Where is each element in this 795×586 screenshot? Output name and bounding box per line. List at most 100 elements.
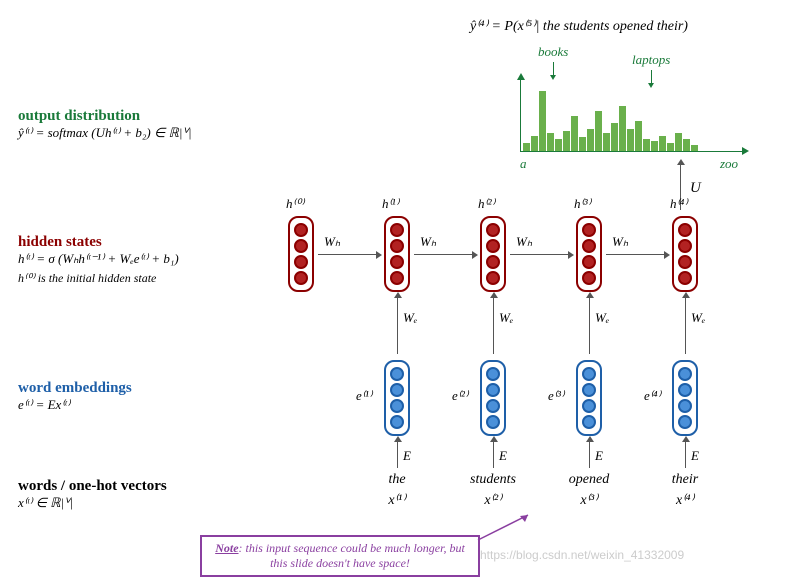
chart-bar xyxy=(603,133,610,151)
embed-neuron xyxy=(678,367,692,381)
chart-bar xyxy=(675,133,682,151)
hidden-neuron xyxy=(294,271,308,285)
hidden-title: hidden states xyxy=(18,234,268,251)
arrow-E-2 xyxy=(493,442,494,468)
label-E-3: E xyxy=(595,448,603,464)
hidden-block-0 xyxy=(288,216,314,292)
output-section: output distribution ŷ⁽ᵗ⁾ = softmax (Uh⁽ᵗ… xyxy=(18,108,268,141)
hidden-neuron xyxy=(390,271,404,285)
arrow-Wh-2 xyxy=(510,254,568,255)
chart-bar xyxy=(531,136,538,151)
chart-bar xyxy=(651,141,658,151)
word-token-3: opened xyxy=(554,472,624,488)
hidden-neuron xyxy=(678,223,692,237)
word-var-1: x⁽¹⁾ xyxy=(362,492,432,509)
word-var-4: x⁽⁴⁾ xyxy=(650,492,720,509)
note-arrow xyxy=(478,510,538,545)
arrow-We-1 xyxy=(397,298,398,354)
hidden-formula: h⁽ᵗ⁾ = σ (Wₕh⁽ᵗ⁻¹⁾ + Wₑe⁽ᵗ⁾ + b₁) xyxy=(18,251,268,267)
chart-axis-left: a xyxy=(520,156,527,172)
arrow-We-4 xyxy=(685,298,686,354)
hidden-neuron xyxy=(582,271,596,285)
chart-bar xyxy=(579,137,586,151)
label-Wh-2: Wₕ xyxy=(516,234,532,250)
hidden-label-2: h⁽²⁾ xyxy=(478,196,495,212)
arrow-Wh-1 xyxy=(414,254,472,255)
note-text: : this input sequence could be much long… xyxy=(239,541,465,570)
chart-bar xyxy=(587,129,594,151)
hidden-neuron xyxy=(486,239,500,253)
words-section: words / one-hot vectors x⁽ᵗ⁾ ∈ ℝ|ⱽ| xyxy=(18,478,268,511)
words-title: words / one-hot vectors xyxy=(18,478,268,495)
hidden-neuron xyxy=(486,223,500,237)
hidden-block-3 xyxy=(576,216,602,292)
chart-bar xyxy=(691,145,698,151)
word-token-4: their xyxy=(650,472,720,488)
embed-label-3: e⁽³⁾ xyxy=(548,388,564,404)
arrow-E-4 xyxy=(685,442,686,468)
arrow-We-2 xyxy=(493,298,494,354)
hidden-neuron xyxy=(582,255,596,269)
label-Wh-0: Wₕ xyxy=(324,234,340,250)
hidden-neuron xyxy=(678,271,692,285)
label-We-3: Wₑ xyxy=(595,310,609,326)
embed-neuron xyxy=(486,415,500,429)
hidden-label-3: h⁽³⁾ xyxy=(574,196,591,212)
hidden-neuron xyxy=(390,255,404,269)
embed-label-4: e⁽⁴⁾ xyxy=(644,388,661,404)
hidden-section: hidden states h⁽ᵗ⁾ = σ (Wₕh⁽ᵗ⁻¹⁾ + Wₑe⁽ᵗ… xyxy=(18,234,268,286)
watermark: https://blog.csdn.net/weixin_41332009 xyxy=(480,548,684,562)
label-We-1: Wₑ xyxy=(403,310,417,326)
embed-neuron xyxy=(678,383,692,397)
label-U: U xyxy=(690,180,701,197)
output-chart xyxy=(520,80,742,152)
chart-bar xyxy=(659,136,666,151)
chart-bar xyxy=(523,143,530,151)
chart-bar xyxy=(611,123,618,151)
label-Wh-3: Wₕ xyxy=(612,234,628,250)
embed-neuron xyxy=(582,399,596,413)
embed-block-2 xyxy=(480,360,506,436)
hidden-note: h⁽⁰⁾ is the initial hidden state xyxy=(18,271,268,286)
embed-title: word embeddings xyxy=(18,380,268,397)
label-Wh-1: Wₕ xyxy=(420,234,436,250)
note-box: Note: this input sequence could be much … xyxy=(200,535,480,577)
hidden-label-0: h⁽⁰⁾ xyxy=(286,196,304,212)
chart-bar xyxy=(595,111,602,151)
words-formula: x⁽ᵗ⁾ ∈ ℝ|ⱽ| xyxy=(18,495,268,511)
arrow-Wh-0 xyxy=(318,254,376,255)
embed-neuron xyxy=(678,399,692,413)
chart-bar xyxy=(619,106,626,151)
chart-bar xyxy=(547,133,554,151)
hidden-block-2 xyxy=(480,216,506,292)
chart-bar xyxy=(643,139,650,151)
chart-bar xyxy=(555,139,562,151)
hidden-neuron xyxy=(390,239,404,253)
output-title: output distribution xyxy=(18,108,268,125)
hidden-neuron xyxy=(486,255,500,269)
label-E-2: E xyxy=(499,448,507,464)
chart-bar xyxy=(683,139,690,151)
embed-block-4 xyxy=(672,360,698,436)
hidden-label-1: h⁽¹⁾ xyxy=(382,196,399,212)
embed-label-1: e⁽¹⁾ xyxy=(356,388,372,404)
word-token-2: students xyxy=(458,472,528,488)
note-prefix: Note xyxy=(215,541,238,555)
label-We-4: Wₑ xyxy=(691,310,705,326)
embed-neuron xyxy=(486,399,500,413)
chart-bar xyxy=(539,91,546,151)
word-var-2: x⁽²⁾ xyxy=(458,492,528,509)
hidden-label-4: h⁽⁴⁾ xyxy=(670,196,687,212)
embed-neuron xyxy=(486,383,500,397)
embed-block-3 xyxy=(576,360,602,436)
embed-neuron xyxy=(582,383,596,397)
chart-bar xyxy=(563,131,570,151)
label-E-1: E xyxy=(403,448,411,464)
arrow-Wh-3 xyxy=(606,254,664,255)
hidden-neuron xyxy=(390,223,404,237)
word-var-3: x⁽³⁾ xyxy=(554,492,624,509)
hidden-neuron xyxy=(582,223,596,237)
embed-formula: e⁽ᵗ⁾ = Ex⁽ᵗ⁾ xyxy=(18,397,268,413)
embed-neuron xyxy=(486,367,500,381)
word-token-1: the xyxy=(362,472,432,488)
